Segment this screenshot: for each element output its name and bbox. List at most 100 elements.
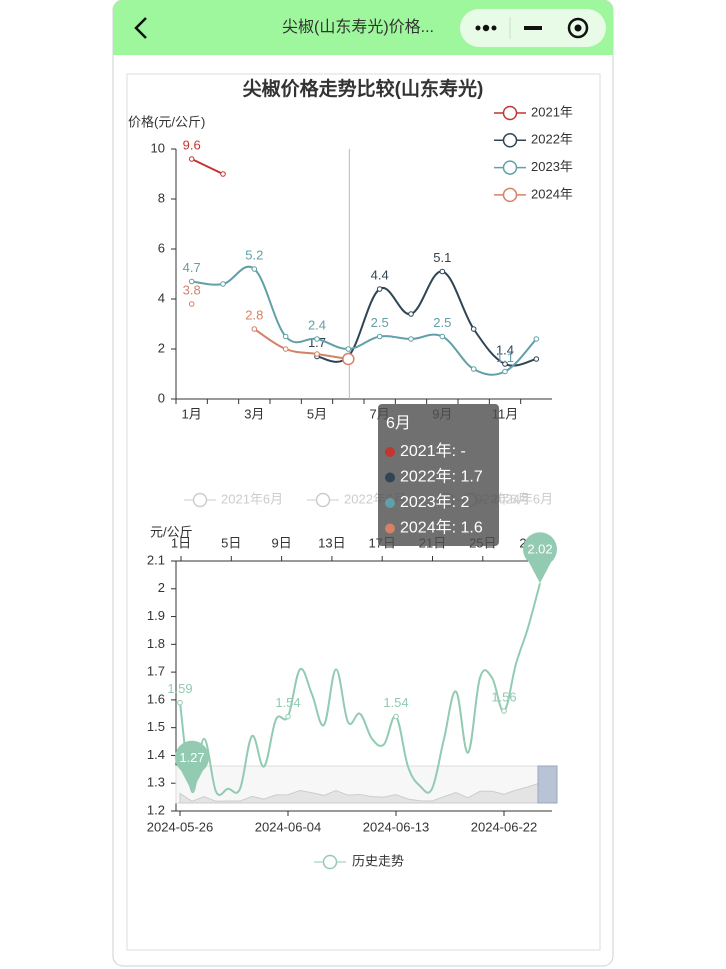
data-label: 1.54	[383, 695, 408, 710]
point	[393, 713, 399, 720]
legend-label: 2024年6月	[491, 491, 553, 506]
data-label: 4.4	[371, 267, 389, 282]
legend-label: 2021年	[531, 104, 573, 119]
x2-tick-label: 13日	[318, 535, 345, 550]
point	[314, 336, 320, 342]
point	[285, 713, 291, 720]
point	[376, 286, 383, 292]
data-label: 3.8	[183, 282, 201, 297]
x-tick-label: 2024-05-26	[147, 819, 214, 834]
tooltip-dot	[385, 472, 395, 483]
y-tick-label: 1.2	[147, 802, 165, 817]
point	[177, 699, 183, 706]
point	[501, 708, 507, 714]
y-tick-label: 1.8	[147, 636, 165, 651]
data-label: 1.59	[167, 681, 192, 696]
x2-tick-label: 5日	[221, 535, 241, 550]
point	[408, 336, 414, 342]
y-tick-label: 1.5	[147, 719, 165, 734]
y-tick-label: 10	[151, 140, 165, 155]
legend-label: 2021年6月	[221, 491, 283, 506]
y-tick-label: 1.7	[147, 664, 165, 679]
point	[408, 311, 414, 317]
y-axis-label: 价格(元/公斤)	[128, 114, 205, 129]
y-tick-label: 8	[158, 190, 165, 205]
point	[439, 333, 446, 340]
point	[533, 336, 540, 342]
legend-icon	[502, 133, 518, 148]
legend-label: 2024年	[531, 186, 573, 201]
tooltip-dot	[385, 498, 395, 508]
point	[188, 278, 195, 285]
point	[533, 356, 540, 362]
point	[376, 333, 383, 340]
legend-label: 历史走势	[352, 853, 404, 868]
y-tick-label: 2	[158, 340, 165, 355]
tooltip-dot	[385, 447, 395, 457]
y-tick-label: 2	[158, 580, 165, 595]
data-label: 2.8	[245, 307, 263, 322]
point	[251, 266, 258, 272]
y-tick-label: 1.3	[147, 775, 165, 790]
back-button[interactable]	[134, 17, 147, 39]
phone-frame	[112, 0, 614, 967]
y-tick-label: 1.9	[147, 608, 165, 623]
y-tick-label: 1.6	[147, 691, 165, 706]
series-line	[316, 270, 537, 367]
point	[439, 268, 446, 275]
mark-point-label: 2.02	[527, 542, 552, 557]
close-button[interactable]	[567, 17, 589, 39]
y-tick-label: 0	[158, 390, 165, 405]
hover-point	[342, 352, 355, 366]
y-tick-label: 1.4	[147, 747, 165, 762]
tooltip-dot	[385, 523, 395, 534]
minimize-button[interactable]	[524, 26, 542, 30]
data-label: 9.6	[183, 137, 201, 152]
tooltip-item: 2023年: 2	[400, 493, 469, 511]
y-tick-label: 6	[158, 240, 165, 255]
x-tick-label: 2024-06-13	[363, 819, 430, 834]
point	[188, 156, 195, 162]
mark-point-label: 1.27	[179, 750, 204, 765]
more-button[interactable]	[475, 24, 497, 32]
point	[502, 368, 508, 375]
legend-icon	[502, 160, 518, 175]
point	[251, 326, 258, 332]
point	[470, 326, 477, 332]
x2-tick-label: 1日	[171, 535, 191, 550]
chart-title: 尖椒价格走势比较(山东寿光)	[243, 77, 484, 100]
tooltip-title: 6月	[386, 415, 411, 432]
tooltip	[378, 404, 499, 546]
data-label: 4.7	[183, 260, 201, 275]
data-zoom-area	[179, 782, 541, 804]
legend-icon	[502, 187, 518, 203]
data-label: 1.1	[496, 350, 514, 365]
legend-icon	[192, 492, 208, 508]
point	[220, 171, 226, 177]
data-label: 5.2	[245, 247, 263, 262]
y-axis-label: 元/公斤	[150, 524, 193, 539]
y-tick-label: 4	[158, 290, 165, 305]
data-label: 1.56	[491, 689, 516, 704]
legend-icon	[322, 854, 338, 870]
data-label: 1.4	[496, 342, 514, 357]
series-line	[179, 582, 541, 796]
data-label: 5.1	[433, 250, 451, 265]
point	[470, 366, 477, 372]
header-title: 尖椒(山东寿光)价格...	[282, 18, 434, 36]
point	[502, 361, 508, 367]
x-tick-label: 2024-06-04	[255, 819, 322, 834]
legend-icon	[502, 105, 518, 121]
point	[314, 351, 320, 357]
point	[345, 346, 352, 352]
point	[282, 333, 289, 340]
tooltip-item: 2021年: -	[400, 442, 466, 460]
tooltip-item: 2024年: 1.6	[400, 519, 483, 537]
data-label: 1.54	[275, 695, 300, 710]
x-tick-label: 1月	[182, 406, 202, 421]
x-tick-label: 5月	[307, 406, 327, 421]
series-line	[253, 328, 349, 360]
legend-label: 2023年	[531, 159, 573, 174]
x-tick-label: 2024-06-22	[471, 819, 538, 834]
